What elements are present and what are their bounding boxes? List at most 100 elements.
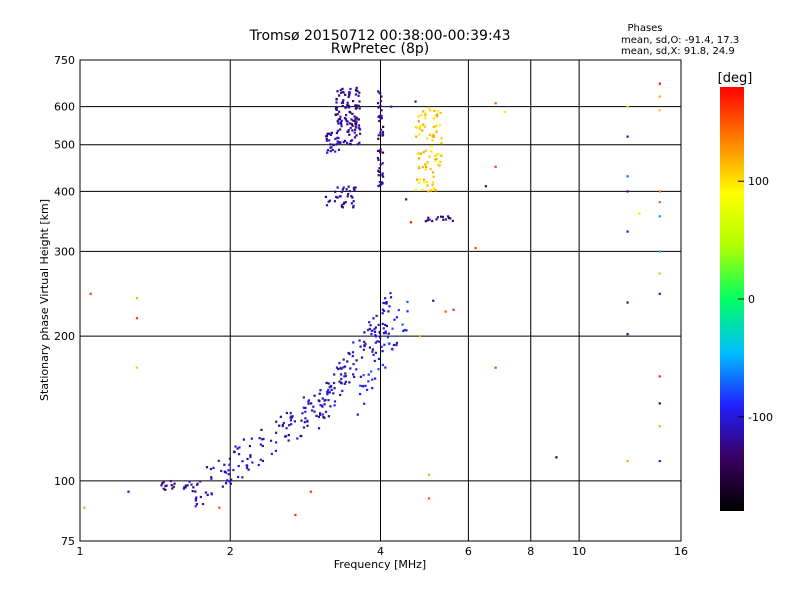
data-point [283, 435, 287, 438]
data-point [327, 200, 330, 203]
data-point [658, 425, 661, 428]
data-point [434, 154, 437, 157]
data-point [345, 188, 348, 191]
data-point [438, 124, 442, 127]
data-point [232, 468, 235, 472]
x-tick-label: 2 [227, 545, 234, 558]
data-point [378, 332, 382, 335]
data-point [127, 490, 130, 493]
data-point [626, 105, 629, 108]
data-point [658, 272, 661, 275]
data-point [329, 405, 332, 408]
data-point [192, 486, 195, 489]
data-point [344, 374, 347, 378]
x-tick-label: 10 [572, 545, 586, 558]
data-point [329, 385, 332, 388]
data-point [381, 308, 385, 311]
data-point [323, 416, 326, 419]
data-point [307, 400, 310, 403]
data-point [338, 118, 342, 121]
data-point [338, 361, 341, 365]
data-point [358, 132, 362, 135]
data-point [311, 409, 314, 412]
data-point [330, 146, 333, 149]
data-point [345, 106, 348, 109]
data-point [330, 388, 333, 392]
data-point [380, 117, 383, 120]
data-point [340, 101, 344, 105]
data-point [339, 128, 342, 131]
data-point [372, 353, 375, 357]
data-point [447, 216, 451, 220]
data-point [331, 148, 334, 152]
data-point [377, 368, 380, 371]
data-point [421, 165, 425, 169]
data-point [357, 104, 360, 107]
data-point [437, 163, 440, 167]
data-point [397, 308, 400, 312]
data-point [434, 189, 437, 192]
data-point [358, 392, 362, 396]
data-point [374, 351, 378, 354]
data-point [381, 322, 384, 325]
data-point [424, 112, 427, 115]
data-point [291, 415, 294, 418]
x-tick-labels: 1 2 4 6 8 10 16 [77, 545, 689, 558]
data-point [344, 118, 348, 121]
data-point [336, 186, 339, 189]
data-point [427, 106, 430, 110]
data-point [435, 113, 439, 116]
data-point [326, 390, 329, 393]
data-point [351, 112, 354, 116]
data-point [387, 310, 390, 313]
data-point [352, 363, 355, 366]
data-point [381, 133, 385, 136]
data-point [334, 113, 337, 117]
data-point [171, 487, 174, 490]
data-point [373, 328, 376, 331]
data-point [183, 486, 186, 489]
data-point [626, 230, 629, 233]
data-point [626, 459, 629, 463]
data-point [306, 424, 309, 427]
data-point [384, 366, 387, 369]
data-point [363, 344, 366, 348]
data-point [334, 106, 338, 109]
data-point [348, 190, 351, 193]
data-point [335, 97, 338, 101]
data-point [287, 433, 290, 437]
data-point [326, 149, 329, 152]
data-point [279, 415, 282, 418]
data-point [433, 109, 437, 112]
data-point [369, 324, 372, 327]
data-point [325, 137, 328, 141]
y-tick-labels: 75 100 200 300 400 500 600 750 [54, 54, 75, 548]
data-point [377, 102, 380, 105]
data-point [626, 175, 629, 178]
data-point [355, 368, 358, 371]
data-point [401, 323, 404, 326]
data-point [343, 139, 347, 142]
data-point [484, 185, 487, 188]
data-point [329, 143, 332, 146]
data-point [324, 410, 328, 413]
data-point [328, 132, 331, 135]
data-point [204, 491, 208, 494]
data-point [333, 200, 337, 203]
data-point [355, 126, 358, 129]
data-point [205, 466, 209, 469]
data-point [432, 133, 435, 137]
data-point [370, 329, 373, 333]
data-point [186, 484, 189, 487]
data-point [210, 492, 213, 495]
data-point [417, 120, 420, 123]
data-point [335, 195, 338, 199]
data-point [247, 468, 250, 471]
data-point [353, 375, 356, 379]
data-point [341, 104, 344, 108]
grid-lines [80, 60, 681, 541]
data-point [350, 118, 353, 121]
data-point [352, 200, 355, 203]
data-point [290, 415, 293, 418]
data-point [361, 384, 364, 388]
